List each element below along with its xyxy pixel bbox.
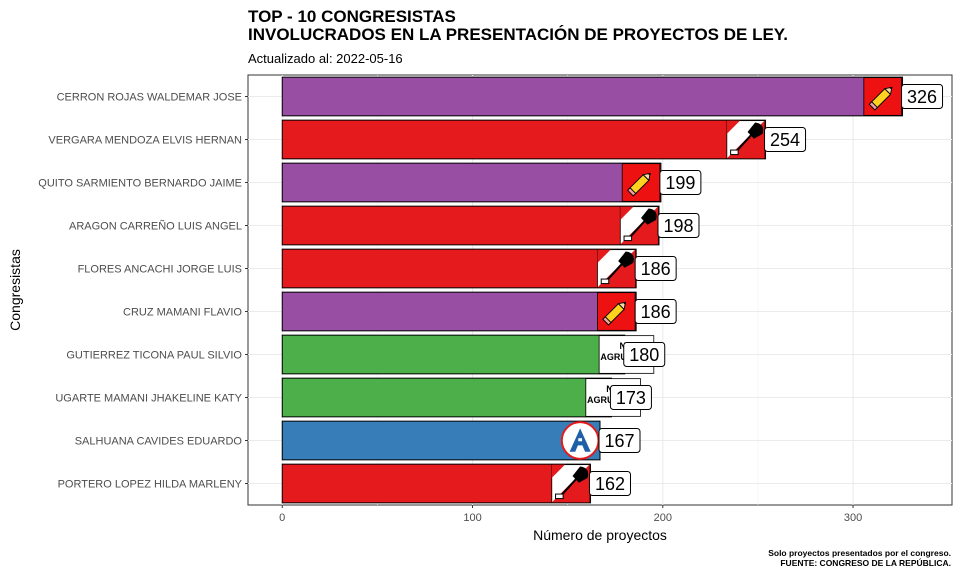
x-axis-title: Número de proyectos (533, 527, 667, 543)
app-letter-a-hole (578, 438, 583, 442)
bar[interactable] (281, 162, 662, 203)
y-tick-label: ARAGON CARREÑO LUIS ANGEL (69, 220, 242, 233)
shovel-grip (555, 493, 564, 500)
logo-stripe (726, 120, 741, 134)
caption-source: FUENTE: CONGRESO DE LA REPÚBLICA. (780, 558, 951, 568)
y-tick-label: FLORES ANCACHI JORGE LUIS (78, 264, 242, 276)
pencil-eraser (868, 101, 879, 111)
shovel-grip (600, 278, 610, 285)
pencil-icon (626, 172, 651, 197)
shovel-grip (623, 235, 633, 242)
x-tick-label: 100 (463, 512, 481, 524)
shovel-grip (730, 149, 739, 156)
value-label: 180 (629, 345, 659, 365)
value-label: 173 (616, 388, 646, 408)
value-label: 186 (641, 259, 671, 279)
logo-stripe (620, 206, 634, 220)
shovel-logo-icon (726, 120, 765, 159)
y-tick-label: SALHUANA CAVIDES EDUARDO (75, 436, 243, 448)
shovel-logo-icon (619, 206, 659, 245)
value-label-box (623, 342, 666, 367)
y-tick-label: CRUZ MAMANI FLAVIO (123, 307, 242, 319)
shovel-blade (747, 122, 764, 139)
shovel-logo-icon (551, 464, 590, 503)
y-axis-title: Congresistas (7, 249, 23, 331)
bar[interactable] (281, 377, 612, 418)
y-tick-label: UGARTE MAMANI JHAKELINE KATY (55, 393, 242, 405)
value-label: 162 (595, 474, 625, 494)
value-label-box (634, 256, 677, 281)
y-tick-label: QUITO SARMIENTO BERNARDO JAIME (38, 178, 242, 190)
value-label-box (598, 428, 641, 453)
pencil-tip (883, 86, 893, 96)
pencil-logo-icon (621, 163, 661, 202)
pencil-icon (602, 301, 627, 326)
logo-bg (863, 77, 902, 116)
y-tick-label: CERRON ROJAS WALDEMAR JOSE (57, 92, 242, 104)
value-label-box (901, 84, 944, 109)
bar[interactable] (281, 334, 626, 375)
x-tick-label: 300 (844, 512, 862, 524)
x-tick-label: 200 (654, 512, 672, 524)
logo-stripe (597, 249, 611, 263)
value-label: 199 (665, 173, 695, 193)
value-label: 167 (604, 431, 634, 451)
bar[interactable] (281, 248, 637, 289)
pencil-eraser (602, 316, 612, 326)
pencil-logo-icon (863, 77, 902, 116)
logo-stripe (551, 464, 565, 478)
shovel-logo-icon (597, 249, 636, 288)
value-label-box (659, 170, 702, 195)
y-tick-label: GUTIERREZ TICONA PAUL SILVIO (66, 350, 242, 362)
bar[interactable] (281, 291, 637, 332)
bar[interactable] (281, 420, 601, 461)
app-logo-icon (560, 421, 600, 460)
chart-title-line-2: INVOLUCRADOS EN LA PRESENTACIÓN DE PROYE… (248, 25, 788, 44)
value-label: 186 (641, 302, 671, 322)
value-label-box (657, 213, 700, 238)
chart-subtitle: Actualizado al: 2022-05-16 (248, 51, 403, 66)
y-tick-label: PORTERO LOPEZ HILDA MARLENY (58, 479, 243, 491)
value-label-box (588, 471, 631, 496)
value-label: 326 (907, 87, 937, 107)
pencil-lead (623, 302, 626, 305)
pencil-lead (647, 173, 651, 176)
pencil-tip (642, 172, 651, 182)
chart-title-line-1: TOP - 10 CONGRESISTAS (248, 7, 456, 26)
value-label-box (764, 127, 807, 152)
y-tick-label: VERGARA MENDOZA ELVIS HERNAN (48, 135, 242, 147)
pencil-logo-icon (597, 292, 636, 331)
pencil-lead (889, 87, 892, 90)
bar[interactable] (281, 463, 591, 504)
value-label-box (634, 299, 677, 324)
shovel-blade (572, 466, 589, 483)
shovel-blade (641, 208, 657, 225)
pencil-eraser (626, 187, 637, 197)
value-label: 198 (663, 216, 693, 236)
shovel-blade (618, 251, 634, 268)
bar[interactable] (281, 76, 904, 117)
value-label: 254 (770, 130, 800, 150)
pencil-tip (617, 301, 627, 311)
caption-note: Solo proyectos presentados por el congre… (768, 548, 951, 558)
x-tick-label: 0 (279, 512, 285, 524)
value-label-box (609, 385, 652, 410)
pencil-icon (868, 86, 893, 111)
bar[interactable] (281, 119, 767, 160)
bar[interactable] (281, 205, 660, 246)
